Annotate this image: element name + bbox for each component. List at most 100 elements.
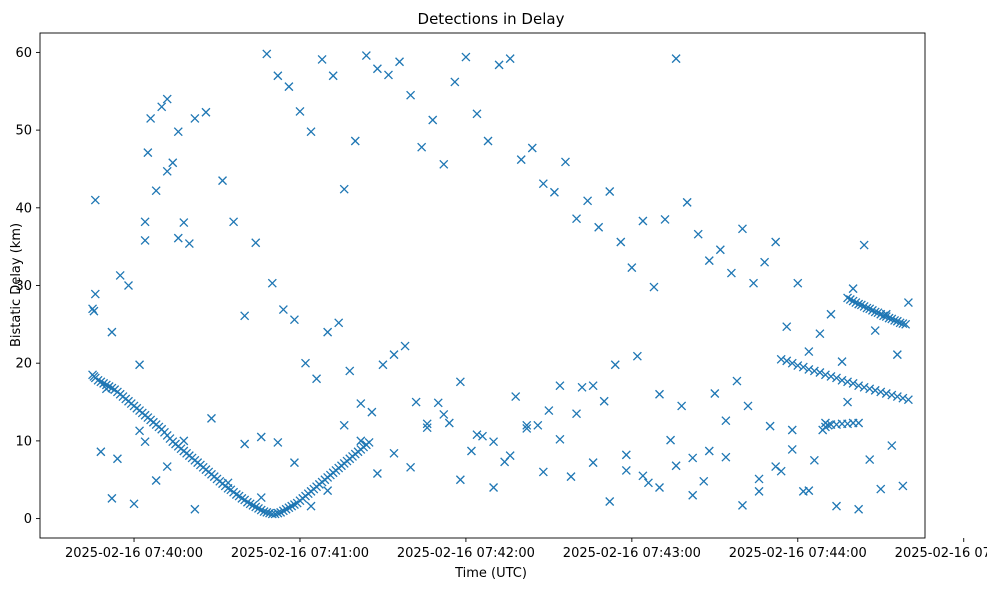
data-point	[301, 358, 310, 368]
data-point	[660, 215, 670, 224]
data-point	[96, 377, 106, 387]
data-point	[339, 420, 349, 430]
data-point	[115, 270, 125, 280]
x-tick-label: 2025-02-16 07:45:00	[895, 546, 987, 561]
data-point	[870, 326, 880, 336]
data-point	[229, 217, 239, 227]
data-point	[881, 309, 891, 319]
y-tick-label: 40	[15, 201, 32, 216]
data-point	[862, 303, 872, 313]
data-point	[693, 229, 703, 239]
data-point	[389, 448, 399, 458]
data-point	[411, 397, 421, 407]
data-point	[284, 503, 294, 513]
data-point	[240, 439, 250, 449]
data-point	[566, 472, 576, 482]
data-point	[190, 114, 200, 123]
data-point	[256, 432, 266, 442]
data-point	[179, 218, 189, 228]
data-point	[140, 437, 150, 447]
data-point	[638, 471, 648, 481]
data-point	[859, 240, 869, 250]
data-point	[273, 508, 283, 518]
data-point	[259, 507, 269, 517]
data-point	[179, 436, 189, 446]
data-point	[162, 94, 172, 104]
data-point	[710, 389, 720, 398]
data-point	[295, 107, 305, 116]
data-point	[256, 493, 266, 503]
data-point	[610, 360, 620, 370]
data-point	[439, 159, 449, 169]
data-point	[854, 299, 864, 309]
data-point	[738, 500, 747, 510]
data-point	[621, 450, 631, 460]
data-point	[151, 476, 161, 485]
data-point	[787, 358, 797, 368]
data-point	[516, 155, 526, 165]
data-point	[478, 431, 487, 441]
data-point	[151, 186, 161, 196]
data-point	[240, 311, 250, 321]
data-point	[561, 157, 570, 167]
data-point	[793, 361, 803, 370]
data-point	[892, 350, 902, 360]
data-point	[284, 82, 294, 92]
data-point	[892, 392, 902, 402]
data-point	[505, 451, 515, 461]
data-point	[732, 376, 742, 386]
data-point	[588, 381, 598, 391]
data-point	[704, 446, 714, 456]
data-point	[771, 237, 781, 247]
data-point	[267, 278, 277, 288]
data-point	[289, 315, 299, 325]
data-point	[898, 319, 908, 329]
data-point	[588, 458, 598, 468]
data-point	[173, 233, 183, 243]
data-point	[339, 184, 349, 194]
data-point	[749, 278, 758, 288]
data-point	[782, 322, 792, 332]
data-point	[328, 71, 338, 81]
data-point	[826, 309, 836, 319]
data-point	[870, 385, 880, 395]
data-point	[248, 500, 258, 510]
data-point	[422, 419, 432, 429]
data-point	[572, 409, 581, 419]
data-point	[112, 454, 122, 464]
data-point	[101, 380, 111, 390]
x-tick-label: 2025-02-16 07:41:00	[231, 546, 369, 561]
data-point	[489, 437, 499, 447]
data-point	[743, 401, 753, 411]
data-point	[884, 313, 894, 323]
data-point	[273, 437, 283, 447]
data-point	[895, 318, 905, 328]
data-point	[242, 497, 252, 507]
data-point	[845, 295, 855, 304]
data-point	[859, 382, 869, 392]
data-point	[572, 214, 581, 224]
data-point	[270, 509, 280, 519]
data-point	[549, 187, 559, 197]
data-point	[406, 90, 416, 100]
data-point	[876, 387, 886, 397]
y-tick-label: 10	[15, 434, 32, 449]
data-point	[843, 397, 853, 407]
data-point	[99, 378, 109, 388]
data-point	[522, 423, 532, 433]
data-point	[843, 293, 853, 303]
data-point	[201, 107, 211, 117]
data-point	[466, 446, 476, 456]
data-point	[643, 478, 653, 488]
data-point	[223, 478, 233, 488]
data-point	[738, 224, 747, 234]
data-point	[873, 308, 883, 318]
data-point	[848, 296, 858, 306]
data-point	[384, 70, 393, 80]
data-point	[854, 418, 864, 428]
data-point	[754, 486, 764, 496]
data-markers	[88, 49, 913, 519]
data-point	[262, 507, 272, 517]
data-point	[245, 499, 255, 509]
